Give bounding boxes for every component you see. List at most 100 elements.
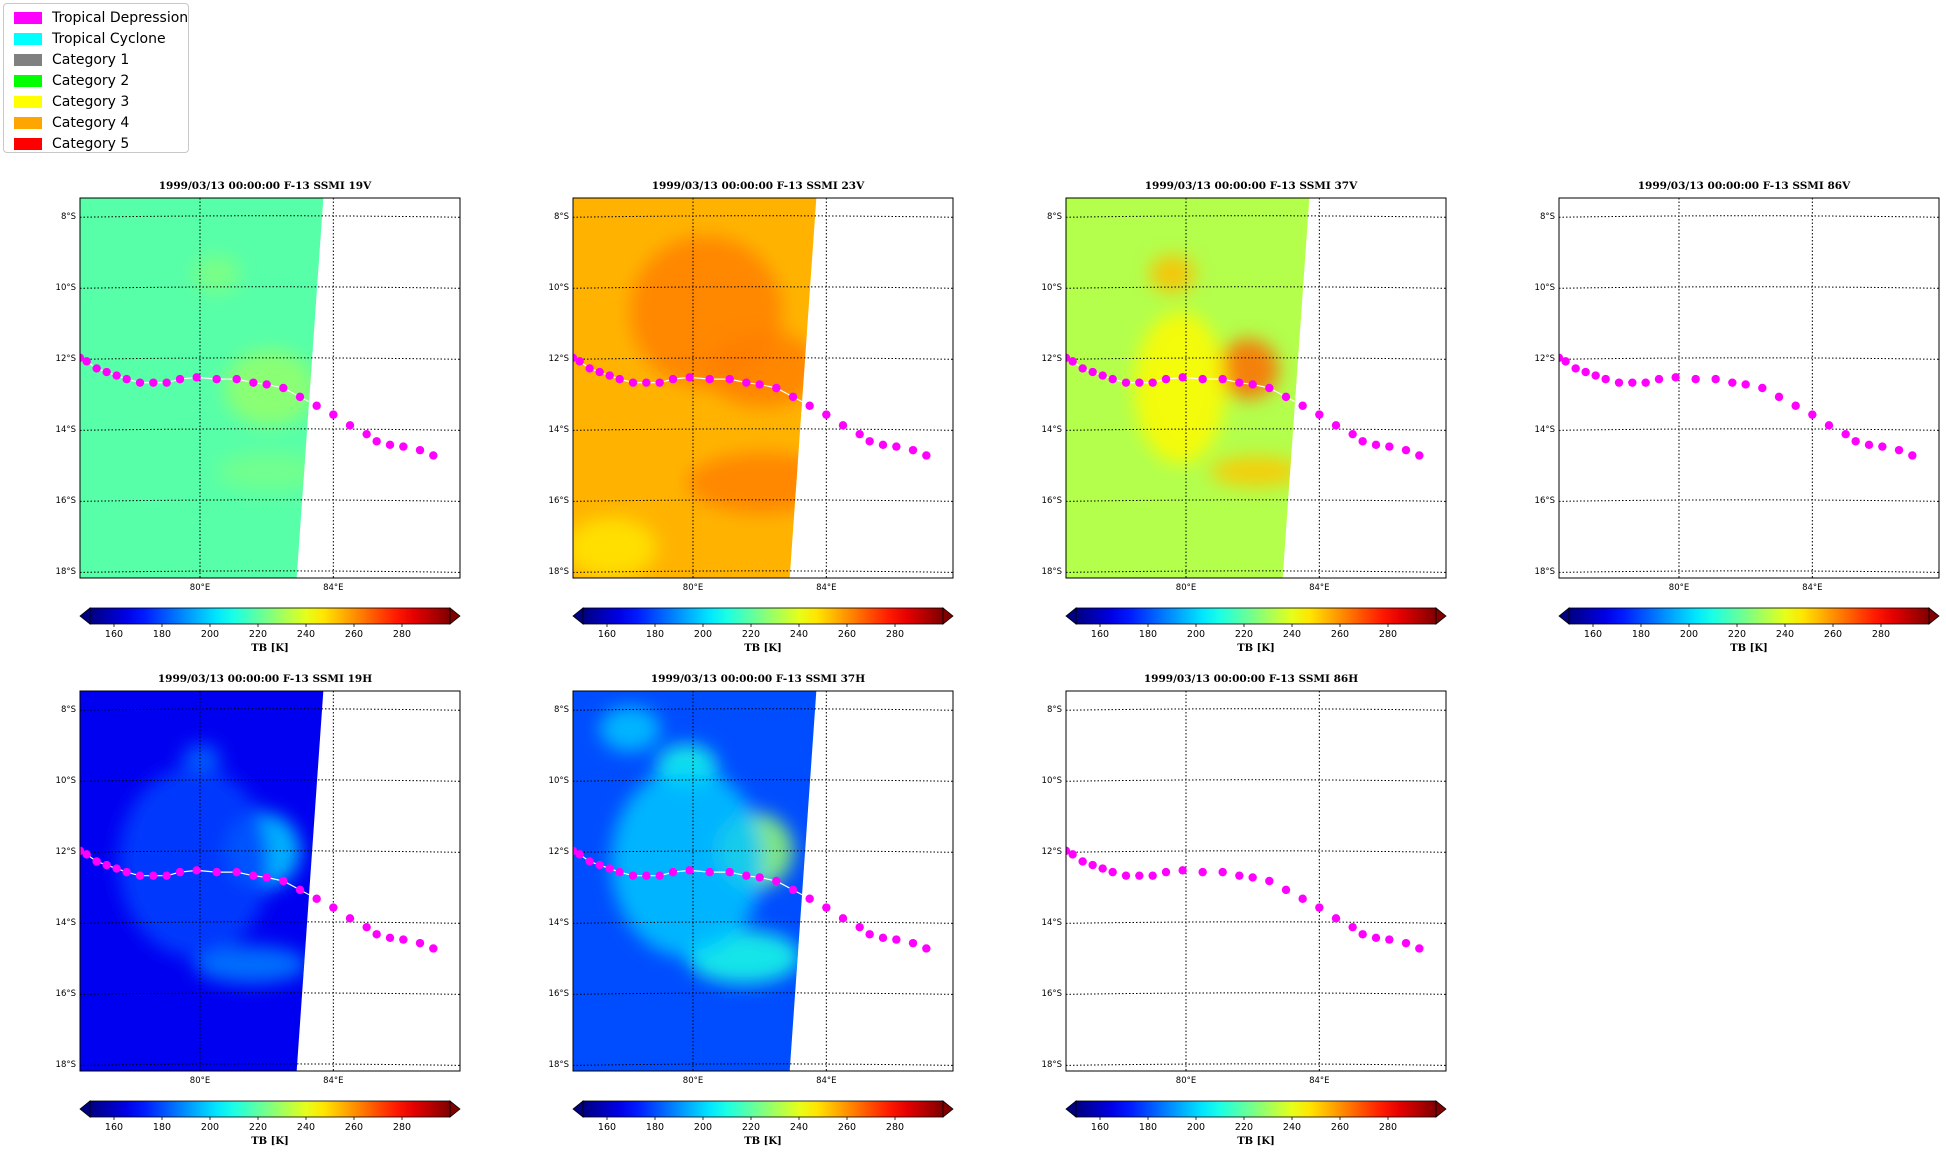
track-point: [1728, 378, 1737, 387]
latitude-label: 14°S: [549, 918, 569, 928]
track-point: [725, 867, 734, 877]
latitude-label: 8°S: [554, 212, 569, 222]
track-point: [805, 401, 814, 410]
track-point: [605, 371, 614, 380]
track-point: [838, 421, 848, 430]
track-point: [788, 885, 798, 895]
map-panel-37v: 1999/03/13 00:00:00 F-13 SSMI 37V 8°S 10°S…: [1016, 180, 1486, 675]
track-point: [1248, 380, 1257, 389]
track-point: [192, 866, 201, 875]
track-point: [1235, 378, 1244, 387]
track-point: [1078, 857, 1087, 866]
track-point: [1108, 867, 1117, 877]
track-point: [822, 410, 831, 419]
map-frame: [79, 197, 461, 579]
track-point: [595, 367, 604, 377]
track-point: [1641, 378, 1650, 387]
track-point: [1108, 374, 1117, 384]
track-point: [415, 938, 425, 948]
track-point: [1088, 367, 1097, 377]
track-point: [668, 374, 678, 384]
track-point: [575, 357, 584, 366]
track-point: [1691, 374, 1700, 384]
longitude-label: 80°E: [190, 583, 210, 593]
colorbar: 160 180 200 220 240 260 280 TB [K]: [572, 1100, 954, 1147]
track-point: [615, 867, 624, 877]
track-point: [92, 364, 101, 373]
track-point: [429, 451, 438, 460]
track-point: [865, 930, 874, 939]
track-point: [1248, 873, 1257, 882]
track-point: [878, 933, 888, 943]
legend-item: Tropical Cyclone: [14, 30, 166, 48]
track-point: [575, 850, 584, 859]
colorbar: 160 180 200 220 240 260 280 TB [K]: [1558, 607, 1940, 654]
colorbar-tick-label: 160: [105, 629, 123, 640]
longitude-label: 84°E: [1309, 1076, 1329, 1086]
track-point: [892, 935, 901, 944]
track-point: [1198, 374, 1207, 384]
track-point: [922, 451, 931, 460]
track-point: [585, 364, 594, 373]
panel-title: 1999/03/13 00:00:00 F-13 SSMI 86H: [1143, 673, 1359, 685]
track-point: [345, 914, 355, 923]
latitude-label: 10°S: [549, 283, 569, 293]
panel-title: 1999/03/13 00:00:00 F-13 SSMI 37H: [650, 673, 866, 685]
panel-title: 1999/03/13 00:00:00 F-13 SSMI 86V: [1637, 180, 1851, 192]
track-point: [628, 871, 638, 880]
track-point: [1161, 374, 1171, 384]
track-point: [102, 860, 111, 870]
track-point: [1358, 930, 1367, 939]
latitude-label: 12°S: [1042, 354, 1062, 364]
track-point: [1571, 364, 1580, 373]
legend-item: Tropical Depression: [14, 9, 188, 27]
colorbar-tick-label: 180: [1632, 629, 1650, 640]
colorbar-tick-label: 180: [646, 629, 664, 640]
map-figure: 8°S 10°S 12°S 14°S 16°S 18°S 80°E 84°E 160 180 200…: [1042, 690, 1447, 1147]
graticule: [80, 691, 460, 1071]
colorbar-tick-label: 180: [1139, 629, 1157, 640]
map-panel-86h: 1999/03/13 00:00:00 F-13 SSMI 86H 8°S 10°S…: [1016, 673, 1486, 1168]
track-point: [1774, 392, 1784, 402]
colorbar-tick-label: 200: [694, 1122, 712, 1133]
track-point: [642, 871, 651, 880]
colorbar-tick-label: 280: [1872, 629, 1890, 640]
track-point: [149, 871, 158, 880]
track-point: [1281, 392, 1291, 402]
track-point: [262, 380, 271, 389]
colorbar-tick-label: 240: [1283, 629, 1301, 640]
longitude-label: 80°E: [683, 1076, 703, 1086]
latitude-label: 8°S: [61, 705, 76, 715]
latitude-label: 18°S: [56, 567, 76, 577]
legend-swatch: [14, 96, 42, 108]
longitude-label: 80°E: [683, 583, 703, 593]
latitude-label: 12°S: [56, 354, 76, 364]
track-point: [788, 392, 798, 402]
track-point: [585, 857, 594, 866]
track-point: [1088, 860, 1097, 870]
legend-item: Category 3: [14, 93, 129, 111]
track-point: [362, 429, 371, 439]
track-point: [312, 401, 321, 410]
track-point: [1331, 914, 1341, 923]
track-point: [112, 864, 121, 873]
track-point: [1348, 429, 1357, 439]
colorbar-tick-label: 280: [1379, 1122, 1397, 1133]
track-point: [838, 914, 848, 923]
track-point: [162, 378, 171, 387]
colorbar-tick-label: 220: [1728, 629, 1746, 640]
colorbar-label: TB [K]: [744, 643, 782, 654]
track-point: [685, 373, 694, 382]
colorbar-tick-label: 160: [598, 1122, 616, 1133]
colorbar-tick-label: 240: [790, 629, 808, 640]
latitude-label: 18°S: [1042, 1060, 1062, 1070]
legend-label: Category 5: [52, 136, 130, 152]
longitude-label: 84°E: [323, 1076, 343, 1086]
track-point: [175, 867, 185, 877]
colorbar-tick-label: 160: [1091, 629, 1109, 640]
track-point: [1148, 378, 1157, 387]
colorbar: 160 180 200 220 240 260 280 TB [K]: [79, 607, 461, 654]
track-point: [1654, 374, 1664, 384]
graticule: [1066, 198, 1446, 578]
map-panel-19v: 1999/03/13 00:00:00 F-13 SSMI 19V 8°S 10°S…: [30, 180, 500, 675]
